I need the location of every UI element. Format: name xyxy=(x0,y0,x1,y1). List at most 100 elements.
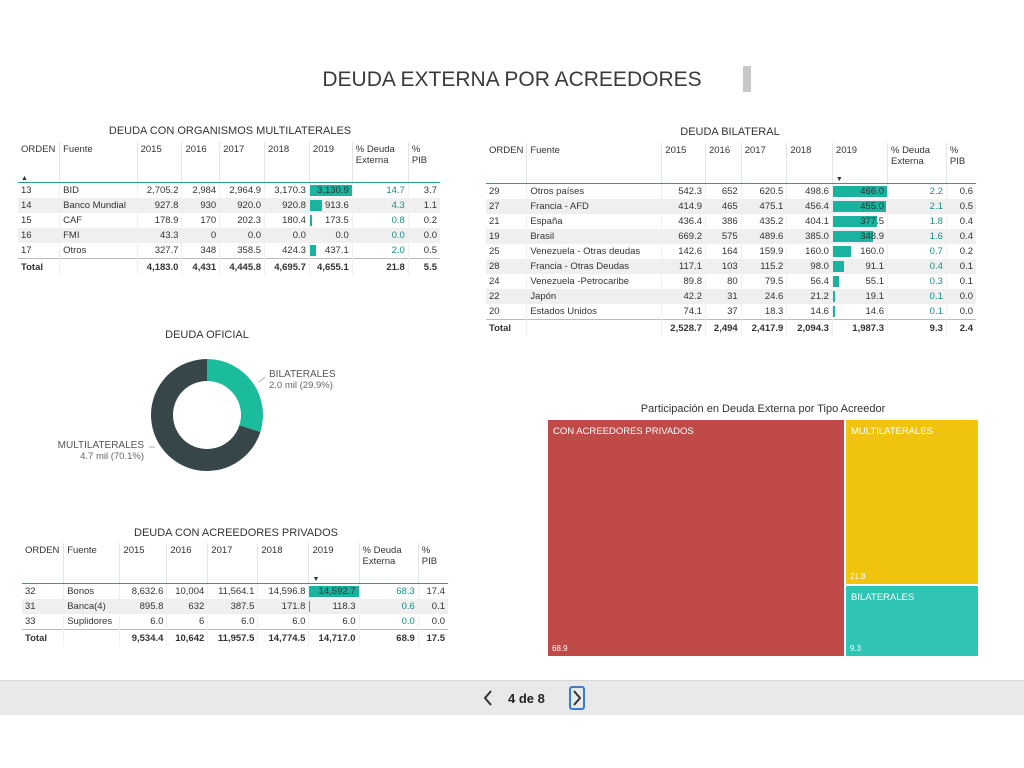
cell-y2019: 437.1 xyxy=(308,243,353,259)
treemap-tile-bilaterales[interactable]: BILATERALES 9.3 xyxy=(846,586,978,656)
table-row[interactable]: 13 BID 2,705.2 2,984 2,964.9 3,170.3 3,130.9 14… xyxy=(18,182,440,198)
table-row[interactable]: 19 Brasil 669.2 575 489.6 385.0 348.9 1.6 0.4 xyxy=(486,229,976,244)
column-header-fuente[interactable]: Fuente xyxy=(63,543,120,575)
column-header-y2018[interactable]: 2018 xyxy=(257,543,309,575)
cell-value: 348.9 xyxy=(860,231,884,242)
cell-fuente: Francia - Otras Deudas xyxy=(526,259,662,274)
column-header-y2017[interactable]: 2017 xyxy=(740,143,787,175)
cell-value: 3,130.9 xyxy=(317,185,349,196)
cell-y2016: 170 xyxy=(181,213,220,228)
table-row[interactable]: 24 Venezuela -Petrocaribe 89.8 80 79.5 56.4 55… xyxy=(486,274,976,289)
cell-orden: 22 xyxy=(486,289,527,304)
column-header-y2017[interactable]: 2017 xyxy=(219,142,265,174)
cell-orden: 14 xyxy=(18,198,60,213)
bilaterales-label: BILATERALES 2.0 mil (29.9%) xyxy=(269,369,336,391)
column-header-y2016[interactable]: 2016 xyxy=(704,143,742,175)
table-row[interactable]: 32 Bonos 8,632.6 10,004 11,564.1 14,596.8 14,5… xyxy=(22,583,448,599)
cell-fuente: Banco Mundial xyxy=(59,198,138,213)
total-y2018: 2,094.3 xyxy=(786,319,833,336)
donut-segment-bilaterales[interactable] xyxy=(207,359,263,432)
column-header-fuente[interactable]: Fuente xyxy=(526,143,662,175)
total-y2015: 4,183.0 xyxy=(136,258,182,275)
column-header-deuda[interactable]: % Deuda Externa xyxy=(358,543,419,575)
data-bar xyxy=(832,216,877,227)
cell-y2017: 620.5 xyxy=(740,183,787,199)
cell-y2015: 669.2 xyxy=(661,229,706,244)
table-row[interactable]: 25 Venezuela - Otras deudas 142.6 164 159.9 1… xyxy=(486,244,976,259)
cell-pib: 0.1 xyxy=(945,274,976,289)
column-header-y2015[interactable]: 2015 xyxy=(661,143,706,175)
cell-value: 118.3 xyxy=(332,601,356,612)
treemap-tile-privados[interactable]: CON ACREEDORES PRIVADOS 68.9 xyxy=(548,420,844,656)
data-bar xyxy=(309,215,313,226)
treemap-title: Participación en Deuda Externa por Tipo … xyxy=(640,403,886,415)
table-row[interactable]: 14 Banco Mundial 927.8 930 920.0 920.8 913.6 4.… xyxy=(18,198,440,213)
column-header-orden[interactable]: ORDEN xyxy=(21,144,56,155)
cell-pib: 0.0 xyxy=(407,228,440,243)
column-header-orden[interactable]: ORDEN xyxy=(25,545,60,556)
data-bar xyxy=(832,231,874,242)
previous-page-button[interactable] xyxy=(478,686,498,710)
sort-row-cell xyxy=(136,174,182,183)
column-header-deuda[interactable]: % Deuda Externa xyxy=(886,143,947,175)
column-header-pib[interactable]: % PIB xyxy=(407,142,440,174)
table-row[interactable]: 21 España 436.4 386 435.2 404.1 377.5 1.8 0.4 xyxy=(486,214,976,229)
table-row[interactable]: 17 Otros 327.7 348 358.5 424.3 437.1 2.0 0.5 xyxy=(18,243,440,259)
table-row[interactable]: 15 CAF 178.9 170 202.3 180.4 173.5 0.8 0.2 xyxy=(18,213,440,228)
total-y2016: 4,431 xyxy=(181,258,220,275)
cell-value: 913.6 xyxy=(324,200,349,211)
donut-segment-multilaterales[interactable] xyxy=(151,359,261,471)
treemap-value-multilaterales: 21.8 xyxy=(850,572,866,581)
column-header-y2019[interactable]: 2019 xyxy=(831,143,888,175)
cell-y2018: 56.4 xyxy=(786,274,833,289)
column-header-y2015[interactable]: 2015 xyxy=(119,543,167,575)
table-row[interactable]: 22 Japón 42.2 31 24.6 21.2 19.1 0.1 0.0 xyxy=(486,289,976,304)
cell-y2017: 202.3 xyxy=(219,213,265,228)
cell-deuda: 0.0 xyxy=(351,228,409,243)
sort-row-cell xyxy=(119,575,167,584)
table-row[interactable]: 16 FMI 43.3 0 0.0 0.0 0.0 0.0 0.0 xyxy=(18,228,440,243)
total-blank xyxy=(526,319,662,336)
column-header-y2019[interactable]: 2019 xyxy=(308,142,353,174)
column-header-fuente[interactable]: Fuente xyxy=(59,142,138,174)
page-title: DEUDA EXTERNA POR ACREEDORES xyxy=(322,68,702,91)
cell-y2015: 8,632.6 xyxy=(119,583,167,599)
total-y2018: 14,774.5 xyxy=(257,629,309,646)
table-row[interactable]: 20 Estados Unidos 74.1 37 18.3 14.6 14.6 0.1 0.0 xyxy=(486,304,976,320)
cell-y2019: 377.5 xyxy=(831,214,888,229)
multilateral-table-title: DEUDA CON ORGANISMOS MULTILATERALES xyxy=(108,125,352,137)
table-row[interactable]: 31 Banca(4) 895.8 632 387.5 171.8 118.3 0.6 0.1 xyxy=(22,599,448,614)
cell-y2017: 79.5 xyxy=(740,274,787,289)
data-bar xyxy=(832,276,840,287)
column-header-y2016[interactable]: 2016 xyxy=(181,142,220,174)
cell-y2016: 2,984 xyxy=(181,182,220,198)
column-header-pib[interactable]: % PIB xyxy=(945,143,976,175)
column-header-y2017[interactable]: 2017 xyxy=(207,543,258,575)
column-header-y2016[interactable]: 2016 xyxy=(166,543,208,575)
sort-row-cell xyxy=(417,575,448,584)
column-header-y2018[interactable]: 2018 xyxy=(786,143,833,175)
cell-y2018: 6.0 xyxy=(257,614,309,630)
treemap-tile-multilaterales[interactable]: MULTILATERALES 21.8 xyxy=(846,420,978,584)
column-header-y2019[interactable]: 2019 xyxy=(308,543,360,575)
cell-orden: 25 xyxy=(489,246,500,257)
table-row[interactable]: 27 Francia - AFD 414.9 465 475.1 456.4 455.0 2.… xyxy=(486,199,976,214)
column-header-y2018[interactable]: 2018 xyxy=(264,142,310,174)
column-header-orden[interactable]: ORDEN xyxy=(489,145,524,156)
column-header-y2015[interactable]: 2015 xyxy=(136,142,182,174)
table-row[interactable]: 33 Suplidores 6.0 6 6.0 6.0 6.0 0.0 0.0 xyxy=(22,614,448,630)
sort-row-cell xyxy=(351,174,409,183)
cell-fuente: Otros países xyxy=(526,183,662,199)
total-row: Total 4,183.0 4,431 4,445.8 4,695.7 4,655.1 21… xyxy=(18,258,440,275)
table-row[interactable]: 29 Otros países 542.3 652 620.5 498.6 466.0 2.2… xyxy=(486,183,976,199)
cell-orden: 20 xyxy=(489,306,500,317)
column-header-deuda[interactable]: % Deuda Externa xyxy=(351,142,409,174)
bilateral-table: ORDEN Fuente 2015 2016 2017 2018 2019% Deuda E… xyxy=(486,143,976,336)
column-header-pib[interactable]: % PIB xyxy=(417,543,448,575)
cell-value: 6.0 xyxy=(342,616,356,627)
total-y2015: 9,534.4 xyxy=(119,629,167,646)
next-page-button[interactable] xyxy=(569,686,585,710)
cell-y2019: 913.6 xyxy=(308,198,353,213)
cell-deuda: 0.1 xyxy=(886,304,947,320)
table-row[interactable]: 28 Francia - Otras Deudas 117.1 103 115.2 98.… xyxy=(486,259,976,274)
